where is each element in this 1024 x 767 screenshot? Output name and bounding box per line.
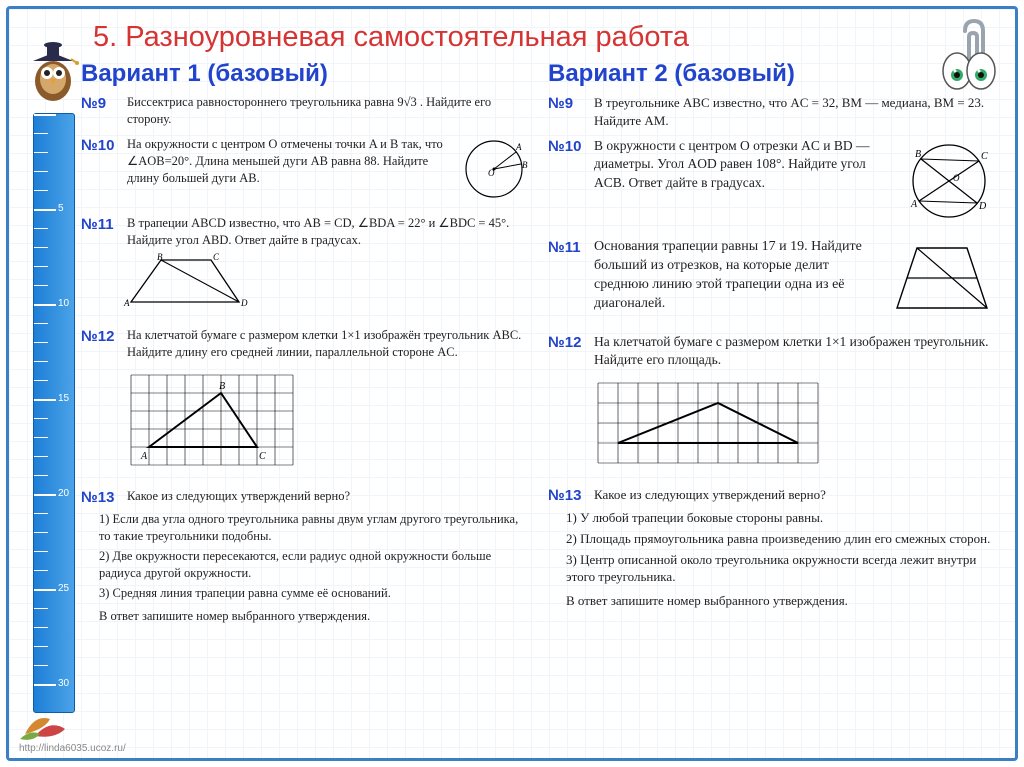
task-number: №11	[81, 215, 121, 235]
trapezoid-midline-figure	[887, 238, 997, 325]
task-number: №9	[548, 94, 588, 114]
statement-2: 2) Площадь прямоугольника равна произвед…	[566, 530, 997, 548]
task-text: В трапеции ABCD известно, что AB = CD, ∠…	[127, 215, 530, 249]
variant-1-header: Вариант 1 (базовый)	[81, 60, 530, 88]
task-number: №12	[81, 327, 121, 347]
variant-1-column: Вариант 1 (базовый) №9 Биссектриса равно…	[81, 60, 530, 632]
svg-text:B: B	[219, 381, 225, 392]
answer-instruction: В ответ запишите номер выбранного утверж…	[99, 608, 530, 625]
v1-task-9: №9 Биссектриса равностороннего треугольн…	[81, 94, 530, 128]
task-text: Основания трапеции равны 17 и 19. Найдит…	[594, 238, 881, 314]
svg-text:A: A	[910, 199, 918, 210]
task-number: №10	[548, 137, 588, 157]
circle-diameters-figure: B C A D O	[901, 137, 997, 230]
page-frame: 51015202530 5. Разноуровневая самостояте…	[6, 6, 1018, 761]
svg-text:A: A	[123, 298, 130, 308]
grid-triangle-figure-2	[588, 373, 997, 478]
trapezoid-figure: B C A D	[121, 252, 530, 319]
svg-text:B: B	[915, 149, 921, 160]
svg-text:C: C	[981, 151, 988, 162]
task-number: №11	[548, 238, 588, 258]
v2-task-10: №10 В окружности с центром O отрезки AC …	[548, 137, 997, 230]
grid-triangle-figure: A B C	[121, 365, 530, 480]
variant-2-column: Вариант 2 (базовый) №9 В треугольнике AB…	[548, 60, 997, 632]
statement-3: 3) Центр описанной около треугольника ок…	[566, 551, 997, 586]
task-text: На клетчатой бумаге с размером клетки 1×…	[127, 327, 530, 361]
v1-task-12: №12 На клетчатой бумаге с размером клетк…	[81, 327, 530, 480]
answer-instruction: В ответ запишите номер выбранного утверж…	[566, 592, 997, 610]
svg-text:B: B	[157, 252, 163, 262]
svg-text:C: C	[213, 252, 220, 262]
v1-task-13: №13 Какое из следующих утверждений верно…	[81, 488, 530, 625]
statement-2: 2) Две окружности пересекаются, если рад…	[99, 548, 530, 582]
statement-1: 1) Если два угла одного треугольника рав…	[99, 511, 530, 545]
task-number: №13	[548, 486, 588, 506]
task-text: На клетчатой бумаге с размером клетки 1×…	[594, 333, 997, 369]
task-number: №10	[81, 136, 121, 156]
v1-task-10: №10 На окружности с центром O отмечены т…	[81, 136, 530, 207]
v2-task-13: №13 Какое из следующих утверждений верно…	[548, 486, 997, 609]
page-title: 5. Разноуровневая самостоятельная работа	[93, 21, 997, 54]
svg-text:C: C	[259, 451, 266, 462]
task-number: №9	[81, 94, 121, 114]
svg-text:D: D	[240, 298, 248, 308]
circle-figure: O AB	[458, 136, 530, 207]
svg-text:D: D	[978, 201, 987, 212]
leaves-decoration	[15, 694, 75, 744]
svg-text:O: O	[953, 173, 960, 183]
task-question: Какое из следующих утверждений верно?	[127, 488, 530, 505]
task-question: Какое из следующих утверждений верно?	[594, 486, 997, 504]
v2-task-9: №9 В треугольнике ABC известно, что AC =…	[548, 94, 997, 129]
task-text: На окружности с центром O отмечены точки…	[127, 136, 452, 187]
task-text: Биссектриса равностороннего треугольника…	[127, 94, 530, 128]
content-area: 5. Разноуровневая самостоятельная работа…	[9, 9, 1015, 758]
svg-text:O: O	[488, 168, 495, 178]
svg-text:A: A	[140, 451, 148, 462]
v2-task-12: №12 На клетчатой бумаге с размером клетк…	[548, 333, 997, 478]
svg-text:B: B	[522, 160, 528, 170]
task-text: В треугольнике ABC известно, что AC = 32…	[594, 94, 997, 129]
task-number: №13	[81, 488, 121, 508]
statement-3: 3) Средняя линия трапеции равна сумме её…	[99, 585, 530, 602]
task-text: В окружности с центром O отрезки AC и BD…	[594, 137, 895, 192]
v1-task-11: №11 В трапеции ABCD известно, что AB = C…	[81, 215, 530, 320]
statement-1: 1) У любой трапеции боковые стороны равн…	[566, 509, 997, 527]
task-number: №12	[548, 333, 588, 353]
v2-task-11: №11 Основания трапеции равны 17 и 19. На…	[548, 238, 997, 325]
footer-url: http://linda6035.ucoz.ru/	[19, 743, 126, 754]
svg-text:A: A	[515, 142, 522, 152]
variant-2-header: Вариант 2 (базовый)	[548, 60, 997, 88]
